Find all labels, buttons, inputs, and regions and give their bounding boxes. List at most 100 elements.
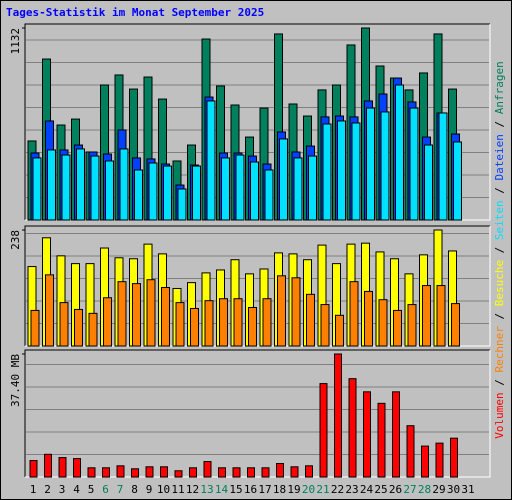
legend-separator: /: [493, 247, 506, 254]
bar: [45, 274, 54, 347]
bar: [59, 302, 69, 347]
bar: [76, 148, 85, 221]
bar: [190, 307, 199, 347]
bar: [117, 281, 127, 347]
bar: [221, 157, 230, 221]
bar: [261, 467, 270, 478]
bar: [232, 467, 241, 478]
legend-entry: Volumen: [493, 392, 506, 438]
x-tick-label: 6: [102, 483, 109, 496]
bar: [436, 285, 446, 347]
bevel-dark: [24, 23, 490, 220]
x-tick-label: 15: [229, 483, 242, 496]
bar: [88, 312, 98, 347]
bar: [305, 465, 313, 478]
legend-separator: /: [493, 313, 506, 320]
x-tick-label: 11: [171, 483, 184, 496]
legend-entry: Dateien: [493, 134, 506, 180]
bar: [30, 309, 40, 347]
bar: [364, 290, 373, 347]
plot-area: [25, 350, 490, 477]
x-tick-label: 24: [360, 483, 374, 496]
bar: [73, 458, 81, 478]
bar: [409, 107, 419, 221]
bar: [451, 303, 460, 347]
bar: [132, 283, 141, 347]
bar: [422, 285, 431, 347]
x-tick-label: 12: [186, 483, 199, 496]
bevel-dark: [24, 349, 490, 477]
bevel-dark: [24, 225, 490, 346]
bar: [348, 378, 357, 478]
bar: [105, 160, 114, 221]
y-tick-label: 238: [9, 230, 22, 250]
bar: [293, 157, 303, 221]
legend-separator: /: [493, 121, 506, 128]
bar: [61, 154, 71, 221]
x-tick-label: 13: [200, 483, 213, 496]
bar: [277, 275, 286, 347]
bar: [363, 391, 371, 478]
bar: [58, 457, 67, 478]
x-tick-label: 21: [316, 483, 329, 496]
legend-entry: Rechner: [493, 326, 506, 373]
x-tick-label: 19: [287, 483, 300, 496]
bar: [319, 383, 328, 478]
bar: [116, 465, 125, 478]
bar: [218, 467, 226, 478]
bar: [276, 463, 284, 478]
x-tick-label: 3: [59, 483, 66, 496]
bar: [349, 281, 359, 347]
bar: [453, 141, 462, 221]
x-tick-label: 7: [117, 483, 124, 496]
bar: [320, 304, 330, 347]
bar: [235, 154, 245, 221]
bar: [161, 287, 170, 347]
bar: [29, 460, 38, 478]
bar: [421, 445, 429, 478]
y-tick-label: 1132: [9, 28, 22, 55]
x-tick-label: 30: [447, 483, 460, 496]
bar: [145, 466, 154, 478]
bar: [131, 468, 139, 478]
bar: [233, 298, 243, 347]
legend-entry: Besuche: [493, 260, 506, 306]
bar: [366, 107, 375, 221]
legend-entry: Anfragen: [493, 61, 506, 114]
bar: [160, 466, 168, 478]
bar: [175, 302, 185, 347]
bar: [174, 470, 183, 478]
legend-separator: /: [493, 187, 506, 194]
x-tick-label: 5: [88, 483, 95, 496]
legend-separator: /: [493, 379, 506, 386]
x-tick-label: 31: [461, 483, 474, 496]
x-tick-label: 25: [374, 483, 387, 496]
x-tick-label: 2: [44, 483, 51, 496]
bar: [290, 466, 299, 478]
bar: [351, 122, 361, 221]
bar: [322, 123, 332, 221]
bar: [395, 84, 404, 221]
bar: [334, 353, 342, 478]
bar: [264, 169, 274, 221]
bar: [380, 111, 390, 221]
bar: [103, 297, 112, 347]
legend-entry: Seiten: [493, 200, 506, 240]
bar: [87, 467, 96, 478]
bar: [203, 461, 212, 478]
x-tick-label: 8: [131, 483, 138, 496]
bar: [32, 157, 42, 221]
bar: [146, 279, 156, 347]
x-tick-label: 4: [73, 483, 80, 496]
bar: [102, 467, 110, 478]
bar: [250, 161, 259, 221]
bar: [291, 277, 301, 347]
bar: [192, 165, 201, 221]
y-tick-label: 37.40 MB: [9, 354, 22, 407]
bar: [119, 148, 129, 221]
bar: [337, 120, 346, 221]
x-tick-label: 22: [331, 483, 344, 496]
bar: [308, 155, 317, 221]
x-tick-label: 26: [389, 483, 402, 496]
bar: [47, 149, 56, 221]
